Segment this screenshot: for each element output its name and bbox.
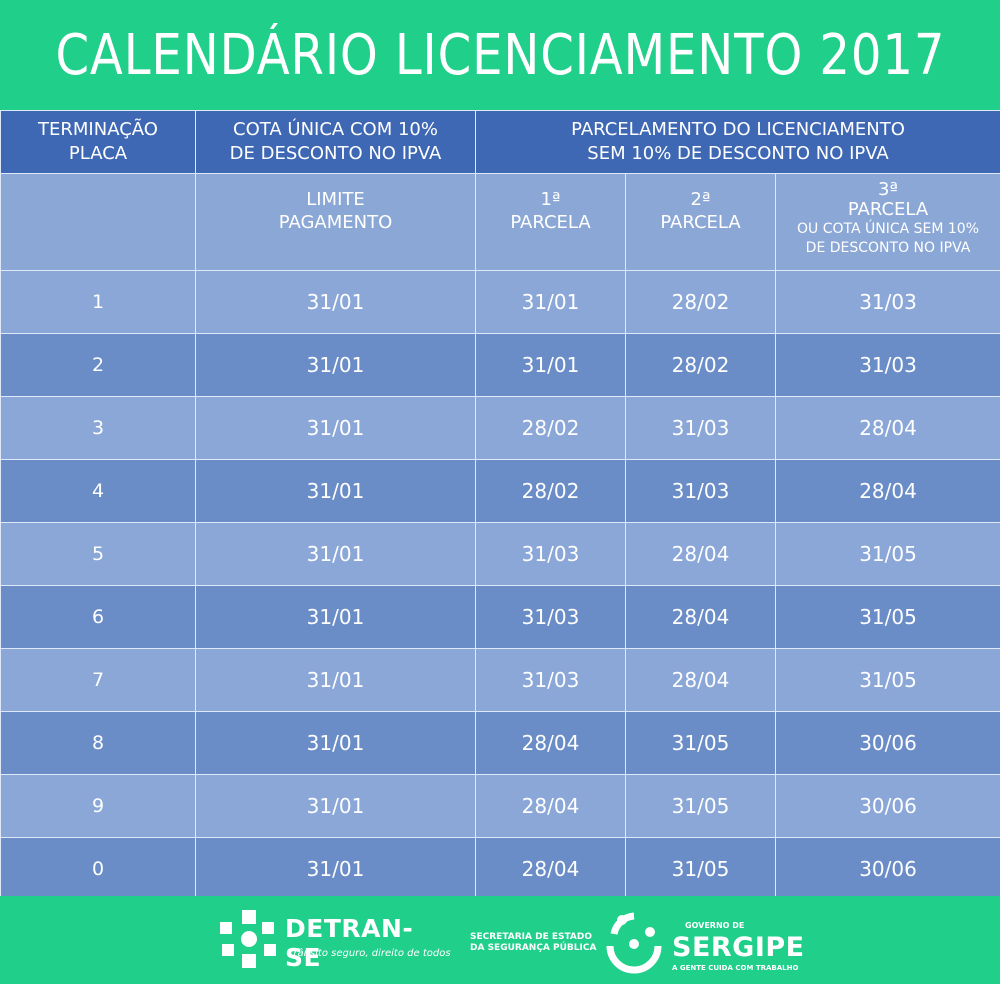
table-row: 4 31/01 28/02 31/03 28/04 <box>0 459 1000 523</box>
payment-limit-cell: 31/01 <box>195 459 476 523</box>
installment-3-cell: 31/05 <box>774 648 1000 712</box>
plate-ending-cell: 4 <box>0 459 196 523</box>
installment-2-cell: 31/03 <box>625 396 776 460</box>
plate-ending-cell: 5 <box>0 522 196 586</box>
installment-2-cell: 31/05 <box>625 774 776 838</box>
installment-2-cell: 28/04 <box>625 585 776 649</box>
governo-slogan: A GENTE CUIDA COM TRABALHO <box>672 964 799 972</box>
payment-limit-cell: 31/01 <box>195 711 476 775</box>
header-installments: PARCELAMENTO DO LICENCIAMENTO SEM 10% DE… <box>474 110 1000 174</box>
installment-1-cell: 28/02 <box>475 396 626 460</box>
plate-ending-cell: 7 <box>0 648 196 712</box>
installment-1-cell: 28/04 <box>475 711 626 775</box>
sergipe-label: SERGIPE <box>672 932 805 963</box>
table-row: 0 31/01 28/04 31/05 30/06 <box>0 837 1000 901</box>
installment-2-cell: 28/04 <box>625 648 776 712</box>
page-title: CALENDÁRIO LICENCIAMENTO 2017 <box>55 22 945 88</box>
plate-ending-cell: 1 <box>0 270 196 334</box>
installment-1-cell: 31/03 <box>475 648 626 712</box>
payment-limit-cell: 31/01 <box>195 648 476 712</box>
table-row: 3 31/01 28/02 31/03 28/04 <box>0 396 1000 460</box>
installment-2-cell: 28/02 <box>625 333 776 397</box>
installment-2-cell: 31/05 <box>625 837 776 901</box>
plate-ending-cell: 2 <box>0 333 196 397</box>
installment-1-cell: 31/01 <box>475 270 626 334</box>
installment-3-cell: 31/05 <box>774 522 1000 586</box>
installment-2-cell: 28/02 <box>625 270 776 334</box>
installment-1-cell: 28/02 <box>475 459 626 523</box>
installment-1-cell: 28/04 <box>475 774 626 838</box>
title-bar: CALENDÁRIO LICENCIAMENTO 2017 <box>0 0 1000 110</box>
table-row: 2 31/01 31/01 28/02 31/03 <box>0 333 1000 397</box>
governo-sergipe-logo: GOVERNO DE SERGIPE A GENTE CUIDA COM TRA… <box>600 906 804 976</box>
plate-ending-cell: 3 <box>0 396 196 460</box>
installment-3-cell: 31/03 <box>774 270 1000 334</box>
table-row: 7 31/01 31/03 28/04 31/05 <box>0 648 1000 712</box>
table-row: 6 31/01 31/03 28/04 31/05 <box>0 585 1000 649</box>
plate-ending-cell: 6 <box>0 585 196 649</box>
detran-slogan: Trânsito seguro, direito de todos <box>288 948 451 959</box>
secretaria-label: SECRETARIA DE ESTADO DA SEGURANÇA PÚBLIC… <box>470 932 597 953</box>
table-row: 8 31/01 28/04 31/05 30/06 <box>0 711 1000 775</box>
installment-3-cell: 31/03 <box>774 333 1000 397</box>
payment-limit-cell: 31/01 <box>195 774 476 838</box>
installment-2-cell: 28/04 <box>625 522 776 586</box>
installment-3-cell: 31/05 <box>774 585 1000 649</box>
detran-emblem-icon <box>220 910 276 968</box>
sergipe-emblem-icon <box>606 912 662 974</box>
installment-1-cell: 31/01 <box>475 333 626 397</box>
payment-limit-cell: 31/01 <box>195 396 476 460</box>
plate-ending-cell: 9 <box>0 774 196 838</box>
license-calendar-table: TERMINAÇÃO PLACA COTA ÚNICA COM 10% DE D… <box>0 110 1000 901</box>
table-row: 5 31/01 31/03 28/04 31/05 <box>0 522 1000 586</box>
governo-de-label: GOVERNO DE <box>685 921 745 930</box>
installment-2-cell: 31/03 <box>625 459 776 523</box>
payment-limit-cell: 31/01 <box>195 585 476 649</box>
subheader-payment-limit: LIMITE PAGAMENTO <box>195 173 476 271</box>
plate-ending-cell: 8 <box>0 711 196 775</box>
table-row: 9 31/01 28/04 31/05 30/06 <box>0 774 1000 838</box>
installment-1-cell: 28/04 <box>475 837 626 901</box>
footer: DETRAN-SE Trânsito seguro, direito de to… <box>0 896 1000 984</box>
installment-2-cell: 31/05 <box>625 711 776 775</box>
detran-logo: DETRAN-SE Trânsito seguro, direito de to… <box>218 908 451 974</box>
subheader-row: LIMITE PAGAMENTO 1ª PARCELA 2ª PARCELA 3… <box>0 173 1000 271</box>
payment-limit-cell: 31/01 <box>195 270 476 334</box>
subheader-installment-3: 3ª PARCELA OU COTA ÚNICA SEM 10% DE DESC… <box>774 173 1000 271</box>
payment-limit-cell: 31/01 <box>195 333 476 397</box>
installment-3-cell: 30/06 <box>774 837 1000 901</box>
subheader-empty <box>0 173 196 271</box>
subheader-installment-1: 1ª PARCELA <box>475 173 626 271</box>
header-plate-ending: TERMINAÇÃO PLACA <box>0 110 196 174</box>
payment-limit-cell: 31/01 <box>195 522 476 586</box>
installment-1-cell: 31/03 <box>475 522 626 586</box>
installment-3-cell: 28/04 <box>774 459 1000 523</box>
installment-3-cell: 28/04 <box>774 396 1000 460</box>
table-row: 1 31/01 31/01 28/02 31/03 <box>0 270 1000 334</box>
payment-limit-cell: 31/01 <box>195 837 476 901</box>
detran-name: DETRAN-SE <box>285 914 414 972</box>
header-row: TERMINAÇÃO PLACA COTA ÚNICA COM 10% DE D… <box>0 110 1000 174</box>
subheader-installment-2: 2ª PARCELA <box>625 173 776 271</box>
plate-ending-cell: 0 <box>0 837 196 901</box>
installment-3-cell: 30/06 <box>774 774 1000 838</box>
header-single-quota: COTA ÚNICA COM 10% DE DESCONTO NO IPVA <box>195 110 476 174</box>
installment-1-cell: 31/03 <box>475 585 626 649</box>
installment-3-cell: 30/06 <box>774 711 1000 775</box>
